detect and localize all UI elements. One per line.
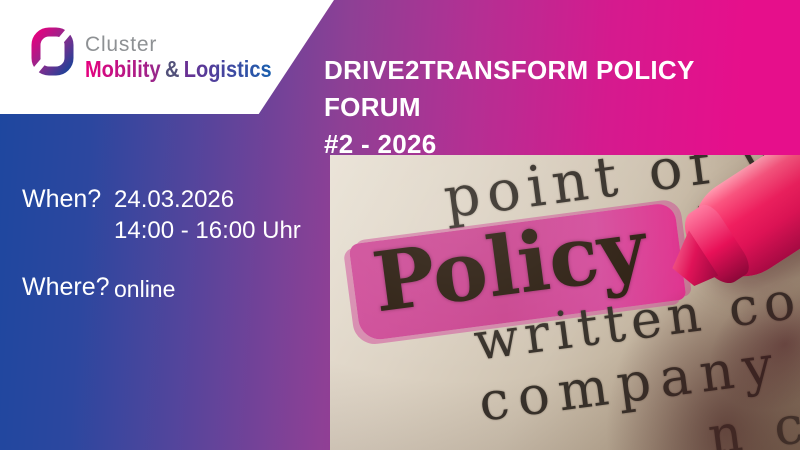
brand-logistics: Logistics [183,56,272,82]
logo-plate: Cluster Mobility & Logistics [0,0,334,114]
logo-line-brand: Mobility & Logistics [85,57,272,82]
policy-photo: point of vie Policy[ written co company … [330,155,800,450]
hand-shadow [560,215,800,450]
logo-wordmark: Cluster Mobility & Logistics [85,22,299,82]
where-location: online [114,276,176,302]
when-label: When? [22,185,102,213]
event-details: When? 24.03.2026 14:00 - 16:00 Uhr Where… [22,184,301,304]
when-time: 14:00 - 16:00 Uhr [114,217,301,244]
where-row: Where? online [22,272,301,304]
title-line-2: #2 - 2026 [324,129,437,159]
where-label: Where? [22,273,110,301]
cluster-logo-icon [28,22,76,80]
brand-mobility: Mobility [85,56,161,82]
brand-ampersand: & [164,56,180,82]
logo-line-cluster: Cluster [85,33,158,56]
when-row: When? 24.03.2026 14:00 - 16:00 Uhr [22,184,301,246]
when-values: 24.03.2026 14:00 - 16:00 Uhr [114,184,301,246]
when-date: 24.03.2026 [114,186,235,213]
event-title: DRIVE2TRANSFORM POLICY FORUM #2 - 2026 [324,52,794,163]
cluster-logo: Cluster Mobility & Logistics [28,22,299,82]
photo-vignette [330,155,800,450]
title-line-1: DRIVE2TRANSFORM POLICY FORUM [324,55,695,122]
